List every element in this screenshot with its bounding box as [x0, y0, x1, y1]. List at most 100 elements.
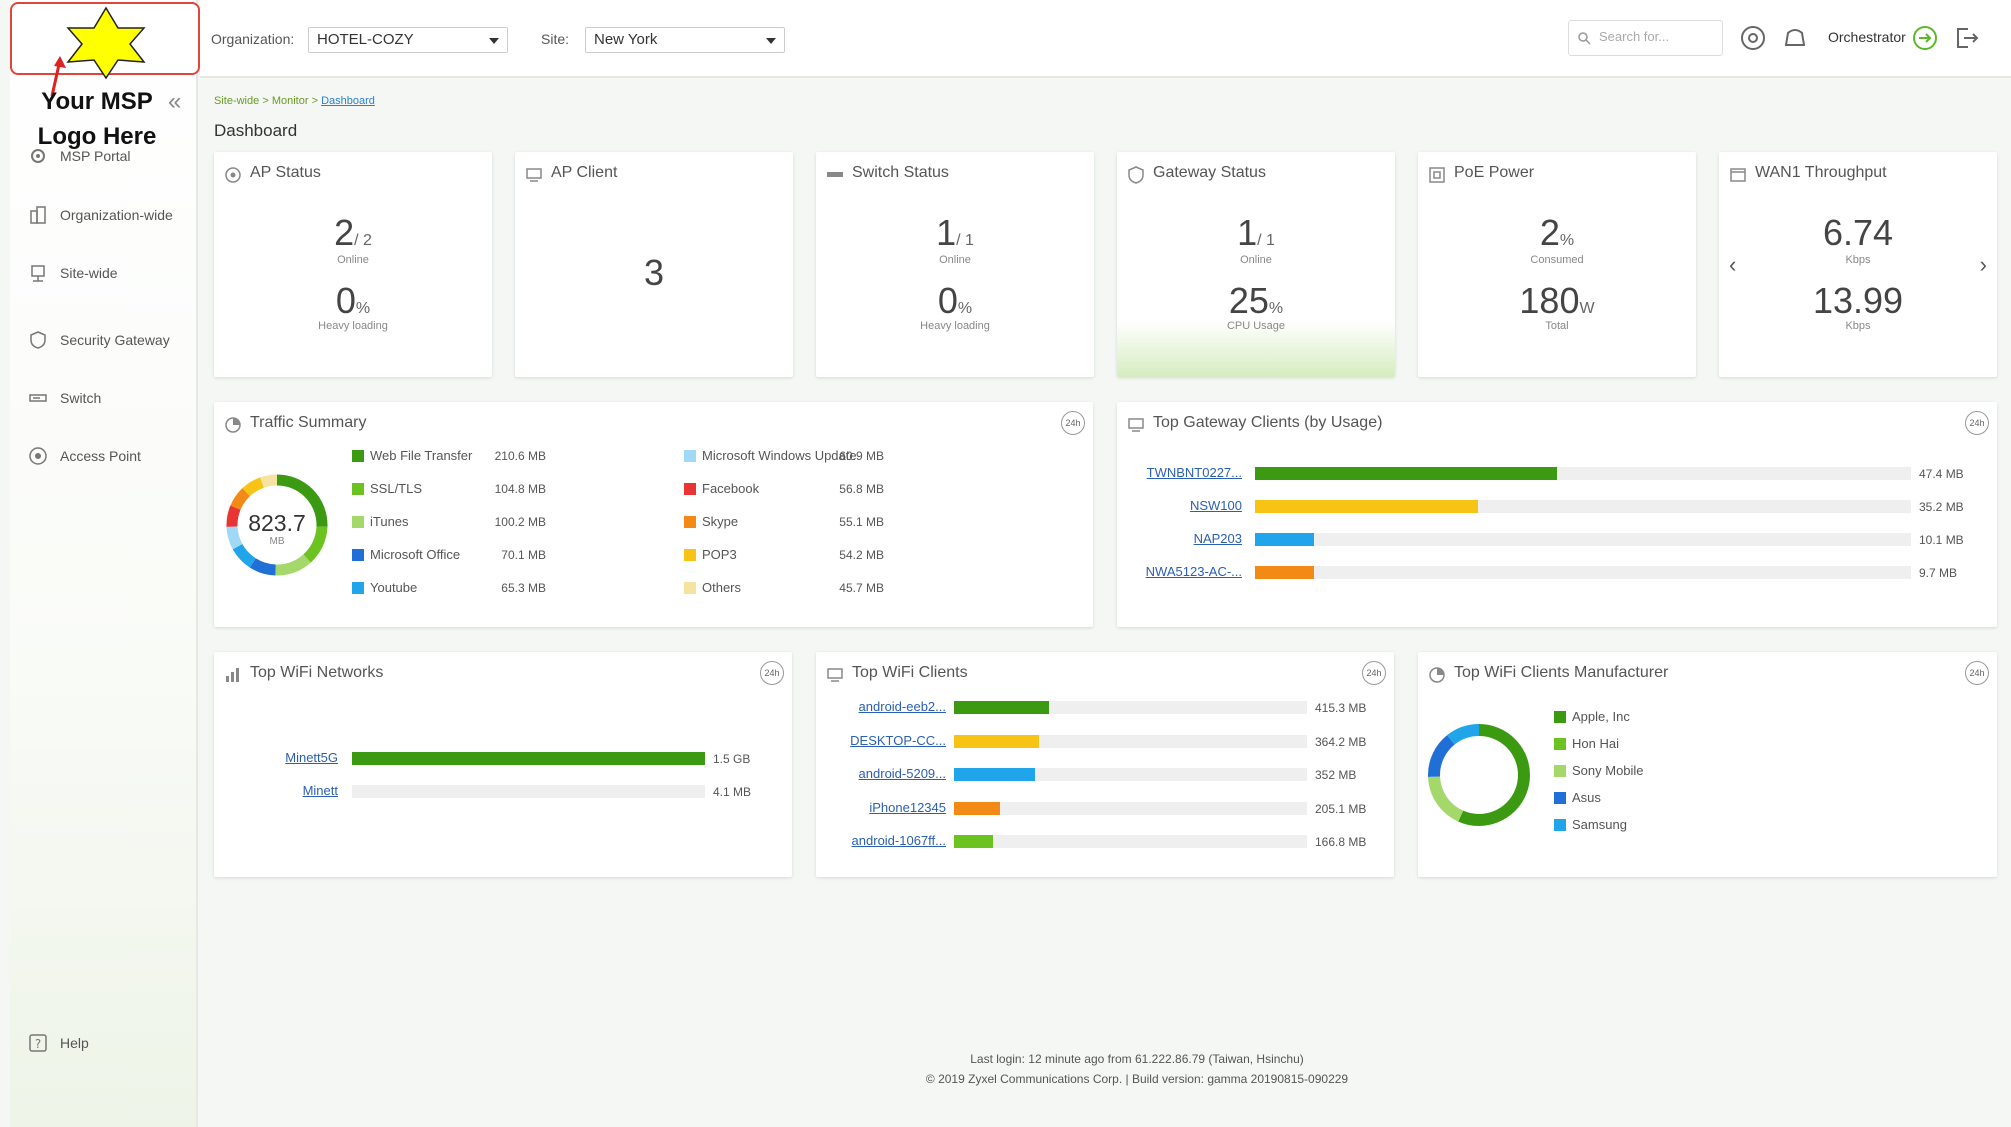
monitor-icon: [827, 668, 843, 682]
top-gateway-clients-card[interactable]: Top Gateway Clients (by Usage) 24h TWNBN…: [1117, 402, 1997, 627]
legend-value: 70.1 MB: [501, 548, 546, 562]
bar-label-link[interactable]: Minett5G: [285, 750, 338, 765]
card-title: AP Status: [250, 164, 321, 181]
legend-value: 65.3 MB: [501, 581, 546, 595]
gateway-status-card[interactable]: Gateway Status 1/ 1 Online 25% CPU Usage: [1117, 152, 1395, 377]
organization-select[interactable]: HOTEL-COZY: [308, 27, 508, 53]
chevron-left-icon[interactable]: ‹: [1729, 252, 1737, 277]
bar-track: [1255, 500, 1911, 513]
monitor-icon: [526, 168, 542, 182]
time-range-badge[interactable]: 24h: [1061, 411, 1085, 435]
logout-icon[interactable]: [1954, 25, 1980, 51]
legend-item: Sony Mobile: [1554, 763, 1644, 778]
pie-chart-icon: [1429, 667, 1445, 683]
ap-heavy-loading: 0%: [335, 280, 371, 321]
bar-value: 166.8 MB: [1315, 835, 1367, 849]
collapse-sidebar-icon[interactable]: «: [168, 88, 182, 115]
bar-value: 205.1 MB: [1315, 801, 1367, 816]
chevron-right-icon[interactable]: ›: [1979, 252, 1987, 277]
legend-label: Sony Mobile: [1572, 763, 1644, 778]
bar-label-link[interactable]: android-1067ff...: [851, 833, 946, 848]
poe-consumed: 2%: [1539, 212, 1575, 253]
bar-value: 364.2 MB: [1315, 734, 1367, 749]
time-range-badge[interactable]: 24h: [760, 661, 784, 685]
legend-swatch: [684, 581, 696, 594]
bar-label-link[interactable]: iPhone12345: [869, 799, 946, 815]
sidebar-item-switch[interactable]: Switch: [28, 388, 101, 408]
bar-fill: [954, 701, 1050, 714]
legend-value: 45.7 MB: [839, 581, 884, 595]
bar-label-link[interactable]: NSW100: [1189, 498, 1242, 513]
site-icon: [31, 265, 45, 282]
sidebar-item-organization-wide[interactable]: Organization-wide: [28, 205, 173, 225]
site-select[interactable]: New York: [585, 27, 785, 53]
sidebar-item-security-gateway[interactable]: Security Gateway: [28, 330, 170, 350]
bar-track: [954, 734, 1307, 748]
breadcrumb: Site-wide > Monitor > Dashboard: [214, 95, 375, 107]
legend-swatch: [684, 482, 696, 495]
legend-value: 60.9 MB: [839, 449, 884, 463]
switch-status-card[interactable]: Switch Status 1/ 1 Online 0% Heavy loadi…: [816, 152, 1094, 377]
logo-placeholder[interactable]: [10, 2, 200, 80]
legend-swatch: [352, 449, 364, 462]
legend-label: POP3: [702, 547, 737, 562]
bar-value: 35.2 MB: [1919, 500, 1964, 514]
legend-item: POP3: [684, 547, 737, 562]
card-title: Top WiFi Networks: [250, 664, 384, 681]
bar-fill: [954, 835, 993, 848]
help-label: Help: [60, 1035, 89, 1051]
ap-status-card[interactable]: AP Status 2/ 2 Online 0% Heavy loading: [214, 152, 492, 377]
bar-label-link[interactable]: Minett: [302, 783, 338, 798]
bar-label-link[interactable]: android-5209...: [858, 766, 946, 781]
time-range-badge[interactable]: 24h: [1965, 411, 1989, 435]
orchestrator-button[interactable]: Orchestrator: [1828, 29, 1906, 45]
monitor-icon: [1128, 418, 1144, 432]
legend-swatch: [1554, 710, 1566, 723]
support-icon[interactable]: [1740, 25, 1766, 51]
ap-client-card[interactable]: AP Client 3: [515, 152, 793, 377]
top-wifi-manufacturer-card[interactable]: Top WiFi Clients Manufacturer 24h Apple,…: [1418, 652, 1997, 877]
ap-online-count: 2/ 2: [334, 212, 372, 253]
sidebar-item-access-point[interactable]: Access Point: [28, 446, 141, 466]
bar-label-link[interactable]: DESKTOP-CC...: [850, 732, 946, 748]
notification-icon[interactable]: [1782, 25, 1808, 51]
legend-item: Others: [684, 580, 741, 595]
poe-power-card[interactable]: PoE Power 2% Consumed 180W Total: [1418, 152, 1696, 377]
breadcrumb-monitor[interactable]: Monitor: [271, 95, 309, 107]
legend-value: 56.8 MB: [839, 482, 884, 496]
bar-label-link[interactable]: NWA5123-AC-...: [1145, 564, 1242, 579]
breadcrumb-site-wide[interactable]: Site-wide: [214, 95, 260, 107]
top-wifi-networks-card[interactable]: Top WiFi Networks 24h Minett5G 1.5 GB Mine…: [214, 652, 792, 877]
time-range-badge[interactable]: 24h: [1362, 661, 1386, 685]
wan-throughput-card[interactable]: WAN1 Throughput 6.74 Kbps 13.99 Kbps ‹ ›: [1719, 152, 1997, 377]
traffic-summary-card[interactable]: Traffic Summary 24h 823.7 MB Web File Tr…: [214, 402, 1093, 627]
bar-track: [954, 768, 1307, 781]
card-title: Top WiFi Clients: [852, 664, 968, 681]
bar-fill: [954, 768, 1036, 781]
sidebar-item-label: MSP Portal: [60, 148, 131, 164]
sidebar-item-label: Switch: [60, 390, 102, 406]
legend-swatch: [1554, 764, 1566, 777]
top-wifi-clients-card[interactable]: Top WiFi Clients 24h android-eeb2... 415.…: [816, 652, 1394, 877]
copyright-text: © 2019 Zyxel Communications Corp. | Buil…: [925, 1072, 1349, 1086]
sidebar: Your MSP Logo Here « MSP Portal Organiza…: [10, 0, 200, 1127]
legend-label: Web File Transfer: [370, 448, 473, 463]
help-icon: ?: [29, 1034, 47, 1052]
card-title: AP Client: [551, 164, 618, 181]
sidebar-item-msp-portal[interactable]: MSP Portal: [28, 146, 131, 166]
bar-track: [352, 785, 705, 798]
sidebar-item-site-wide[interactable]: Site-wide: [28, 263, 118, 283]
consumed-label: Consumed: [1530, 254, 1584, 266]
time-range-badge[interactable]: 24h: [1965, 661, 1989, 685]
card-title: Top Gateway Clients (by Usage): [1153, 414, 1383, 431]
sidebar-item-help[interactable]: ? Help: [28, 1033, 89, 1053]
breadcrumb-dashboard[interactable]: Dashboard: [321, 95, 375, 107]
bar-label-link[interactable]: android-eeb2...: [858, 699, 946, 714]
search-input[interactable]: Search for...: [1568, 20, 1723, 56]
bar-value: 9.7 MB: [1919, 566, 1958, 580]
legend-swatch: [352, 548, 364, 561]
bar-label-link[interactable]: TWNBNT0227...: [1146, 465, 1242, 480]
bar-value: 415.3 MB: [1315, 701, 1367, 715]
bar-label-link[interactable]: NAP203: [1193, 531, 1242, 546]
arrow-right-circle-icon[interactable]: [1912, 25, 1938, 51]
